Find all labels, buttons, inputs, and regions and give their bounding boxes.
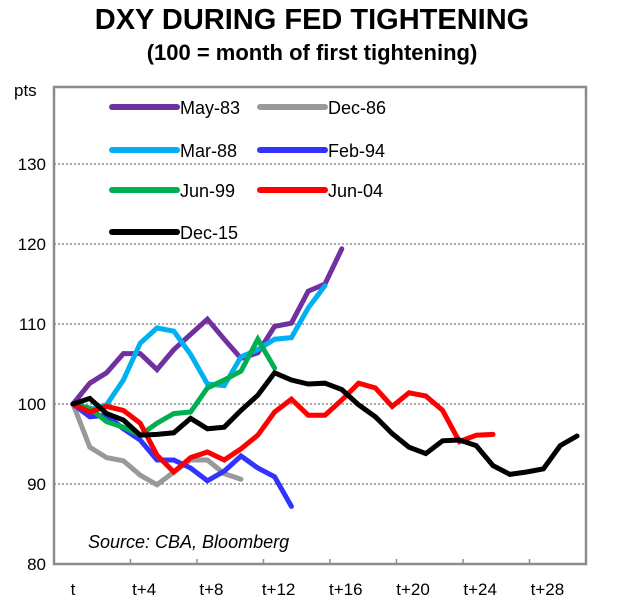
x-tick-label: t+28: [531, 580, 565, 599]
source-annotation: Source: CBA, Bloomberg: [88, 532, 289, 552]
legend-item-mar-88: Mar-88: [109, 141, 237, 161]
x-tick-label: t+8: [199, 580, 223, 599]
x-axis: t t+4 t+8 t+12 t+16 t+20 t+24 t+28: [71, 559, 565, 599]
y-tick-label: 90: [27, 475, 46, 494]
series-line-may-83: [70, 246, 345, 407]
legend-item-jun-99: Jun-99: [109, 181, 235, 201]
legend-label: Jun-04: [328, 181, 383, 201]
series-line-dec-15: [70, 369, 580, 477]
legend-label: Feb-94: [328, 141, 385, 161]
series-line-dec-86: [70, 401, 244, 488]
chart-subtitle: (100 = month of first tightening): [146, 40, 478, 65]
series-lines: [70, 246, 580, 509]
chart-title: DXY DURING FED TIGHTENING: [94, 4, 530, 36]
y-tick-label: 110: [19, 315, 46, 334]
plot-frame: [52, 85, 588, 566]
x-tick-label: t+16: [329, 580, 363, 599]
series-line-jun-99: [70, 334, 278, 439]
legend-item-jun-04: Jun-04: [257, 181, 383, 201]
legend: May-83 Dec-86 Mar-88 Feb-94 Jun-99 Jun-04 Dec-…: [109, 98, 386, 243]
x-tick-label: t+24: [463, 580, 497, 599]
y-axis: 80 90 100 110 120 130: [18, 155, 46, 574]
series-line-mar-88: [70, 283, 328, 413]
legend-item-dec-86: Dec-86: [257, 98, 386, 118]
x-tick-label: t+12: [262, 580, 296, 599]
legend-label: Jun-99: [180, 181, 235, 201]
x-tick-label: t+20: [396, 580, 430, 599]
legend-label: Dec-15: [180, 223, 238, 243]
y-tick-label: 130: [18, 155, 46, 174]
legend-item-dec-15: Dec-15: [109, 223, 238, 243]
y-axis-label: pts: [14, 81, 37, 100]
y-tick-label: 80: [27, 555, 46, 574]
legend-label: May-83: [180, 98, 240, 118]
series-line-jun-04: [70, 380, 496, 476]
x-tick-label: t: [71, 580, 76, 599]
x-tick-label: t+4: [132, 580, 156, 599]
y-tick-label: 100: [18, 395, 46, 414]
legend-item-may-83: May-83: [109, 98, 240, 118]
y-tick-label: 120: [18, 235, 46, 254]
legend-item-feb-94: Feb-94: [257, 141, 385, 161]
plot-border: [52, 85, 588, 566]
legend-label: Mar-88: [180, 141, 237, 161]
legend-label: Dec-86: [328, 98, 386, 118]
gridlines: [54, 163, 586, 485]
